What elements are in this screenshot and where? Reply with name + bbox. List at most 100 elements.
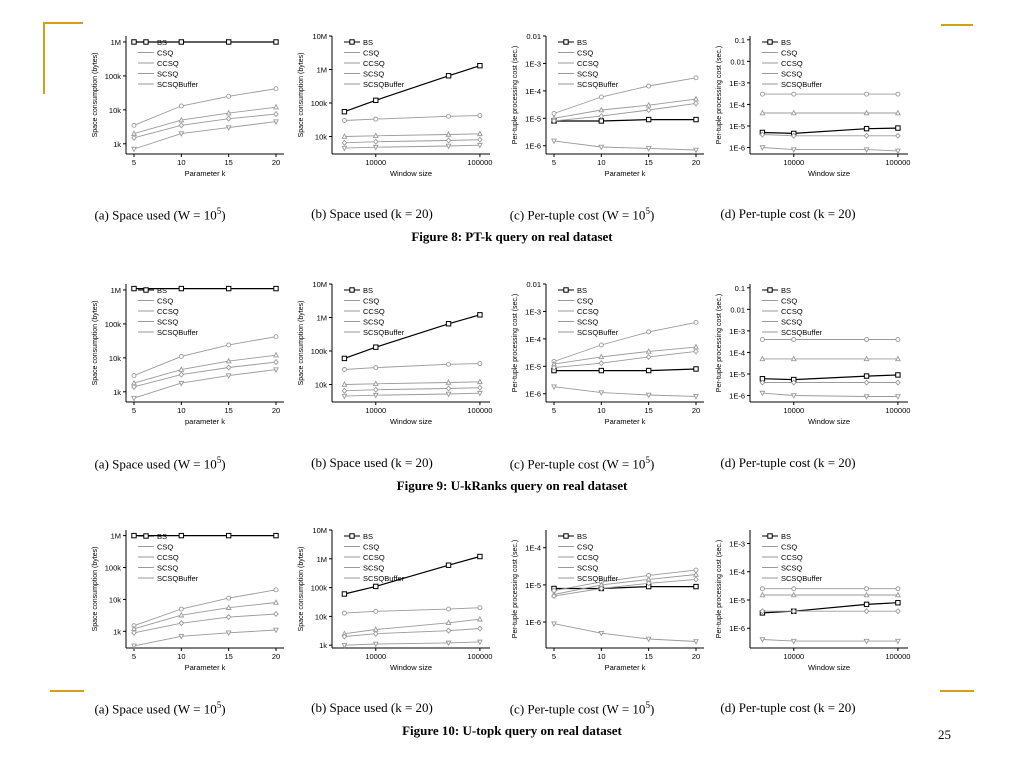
series-line-scsqbuffer xyxy=(762,392,898,397)
x-tick-label: 15 xyxy=(224,406,232,415)
data-point-csq xyxy=(598,94,604,100)
data-point-csq xyxy=(178,103,184,109)
data-point-scsqbuffer xyxy=(372,392,379,399)
x-tick-label: 10 xyxy=(597,158,605,167)
series-line-scsq xyxy=(133,361,277,388)
data-point-scsqbuffer xyxy=(693,147,699,154)
data-point-ccsq xyxy=(178,116,185,123)
data-point-scsq xyxy=(477,384,483,391)
data-point-scsqbuffer xyxy=(225,125,232,131)
chart-svg: 10k 100k 1M 10M 10000 100000 Window size Space … xyxy=(298,280,492,426)
legend-label: CCSQ xyxy=(781,59,803,68)
data-point-bs xyxy=(178,285,185,292)
data-point-ccsq xyxy=(863,109,870,116)
y-tick-label: 1E-6 xyxy=(525,142,541,151)
y-tick-label: 10k xyxy=(315,132,327,141)
data-point-scsqbuffer xyxy=(273,627,279,634)
series-line-bs xyxy=(344,65,481,113)
data-point-csq xyxy=(477,361,483,367)
data-point-scsqbuffer xyxy=(225,630,232,637)
legend-label: SCSQBuffer xyxy=(157,80,199,89)
legend-label: BS xyxy=(363,532,373,541)
y-tick-label: 1E-4 xyxy=(729,100,745,109)
data-point-scsq xyxy=(598,113,605,120)
y-axis-label: Per-tuple processing cost (sec.) xyxy=(716,294,723,392)
x-axis-label: Window size xyxy=(808,663,850,672)
data-point-bs xyxy=(598,118,605,124)
data-point-scsq xyxy=(790,608,797,615)
legend-label: CSQ xyxy=(781,297,797,306)
data-point-scsq xyxy=(759,379,766,386)
data-point-ccsq xyxy=(863,591,870,598)
data-point-scsq xyxy=(178,620,185,627)
chart-svg: 1k 10k 100k 1M 5 10 15 20 parameter k Space consu… xyxy=(92,284,284,426)
chart-fig8-d: 1E-6 1E-5 1E-4 1E-3 0.01 0.1 10000 100000 Window… xyxy=(712,30,912,178)
legend-label: CSQ xyxy=(781,543,797,552)
data-point-bs xyxy=(645,367,652,374)
legend-label: SCSQ xyxy=(781,564,802,573)
x-axis-label: Window size xyxy=(808,169,850,178)
chart-svg: 1k 10k 100k 1M 5 10 15 20 Parameter k Space consu… xyxy=(92,530,284,672)
chart-fig9-b: 10k 100k 1M 10M 10000 100000 Window size Space … xyxy=(294,278,494,426)
data-point-bs xyxy=(863,373,870,379)
x-tick-label: 100000 xyxy=(885,158,910,167)
y-tick-label: 0.01 xyxy=(526,32,541,41)
corner-mark-top-left-horizontal xyxy=(43,22,83,24)
y-tick-label: 1M xyxy=(111,38,121,47)
x-tick-label: 10000 xyxy=(365,158,386,167)
series-line-ccsq xyxy=(344,381,480,385)
data-point-bs xyxy=(341,108,348,115)
legend-label: SCSQBuffer xyxy=(363,574,405,583)
data-point-scsq xyxy=(445,385,452,392)
legend-label: CCSQ xyxy=(781,553,803,562)
series-line-scsqbuffer xyxy=(344,392,480,397)
legend-label: SCSQBuffer xyxy=(577,80,619,89)
data-point-scsq xyxy=(341,387,348,394)
data-point-csq xyxy=(446,113,452,119)
x-tick-label: 10 xyxy=(177,406,185,415)
y-axis-label: Per-tuple processing cost (sec.) xyxy=(512,294,519,392)
figure-caption-10: Figure 10: U-topk query on real dataset xyxy=(402,723,622,738)
series-line-scsqbuffer xyxy=(133,369,277,399)
data-point-csq xyxy=(864,91,870,97)
legend-label: CCSQ xyxy=(577,59,599,68)
data-point-scsqbuffer xyxy=(445,640,452,647)
data-point-ccsq xyxy=(178,366,185,372)
slide-number: 25 xyxy=(938,727,951,742)
chart-svg: 1E-6 1E-5 1E-4 1E-3 0.01 5 10 15 20 Parameter k Pe… xyxy=(512,280,704,426)
series-line-ccsq xyxy=(553,346,697,365)
data-point-csq xyxy=(226,342,232,348)
data-point-scsq xyxy=(790,379,797,386)
data-point-csq xyxy=(341,118,347,123)
data-point-scsq xyxy=(598,585,605,592)
legend-label: SCSQ xyxy=(577,318,598,327)
x-axis-label: Window size xyxy=(808,417,850,426)
data-point-csq xyxy=(759,91,765,97)
data-point-bs xyxy=(477,62,483,69)
legend-label: SCSQ xyxy=(577,70,598,79)
legend-marker xyxy=(563,39,569,45)
data-point-csq xyxy=(446,361,452,367)
y-tick-label: 1E-6 xyxy=(729,624,745,633)
legend-label: SCSQ xyxy=(781,70,802,79)
data-point-bs xyxy=(895,600,901,606)
data-point-csq xyxy=(273,587,279,593)
x-axis-label: Parameter k xyxy=(605,417,646,426)
data-point-scsq xyxy=(273,359,279,366)
legend-label: CCSQ xyxy=(157,307,179,316)
data-point-ccsq xyxy=(225,604,232,610)
chart-svg: 1E-6 1E-5 1E-4 1E-3 10000 100000 Window size Pe… xyxy=(716,530,910,672)
data-point-csq xyxy=(864,586,870,592)
y-tick-label: 100k xyxy=(311,584,328,593)
data-point-scsq xyxy=(445,627,452,634)
chart-fig10-b: 1k 10k 100k 1M 10M 10000 100000 Window size Spac… xyxy=(294,524,494,672)
x-tick-label: 15 xyxy=(644,406,652,415)
data-point-csq xyxy=(373,116,379,122)
x-tick-label: 10 xyxy=(597,652,605,661)
data-point-csq xyxy=(178,606,184,612)
data-point-bs xyxy=(693,116,699,123)
x-tick-label: 15 xyxy=(644,652,652,661)
y-tick-label: 1E-3 xyxy=(525,307,541,316)
figure-caption-8: Figure 8: PT-k query on real dataset xyxy=(411,229,613,244)
y-tick-label: 1E-3 xyxy=(729,79,745,88)
